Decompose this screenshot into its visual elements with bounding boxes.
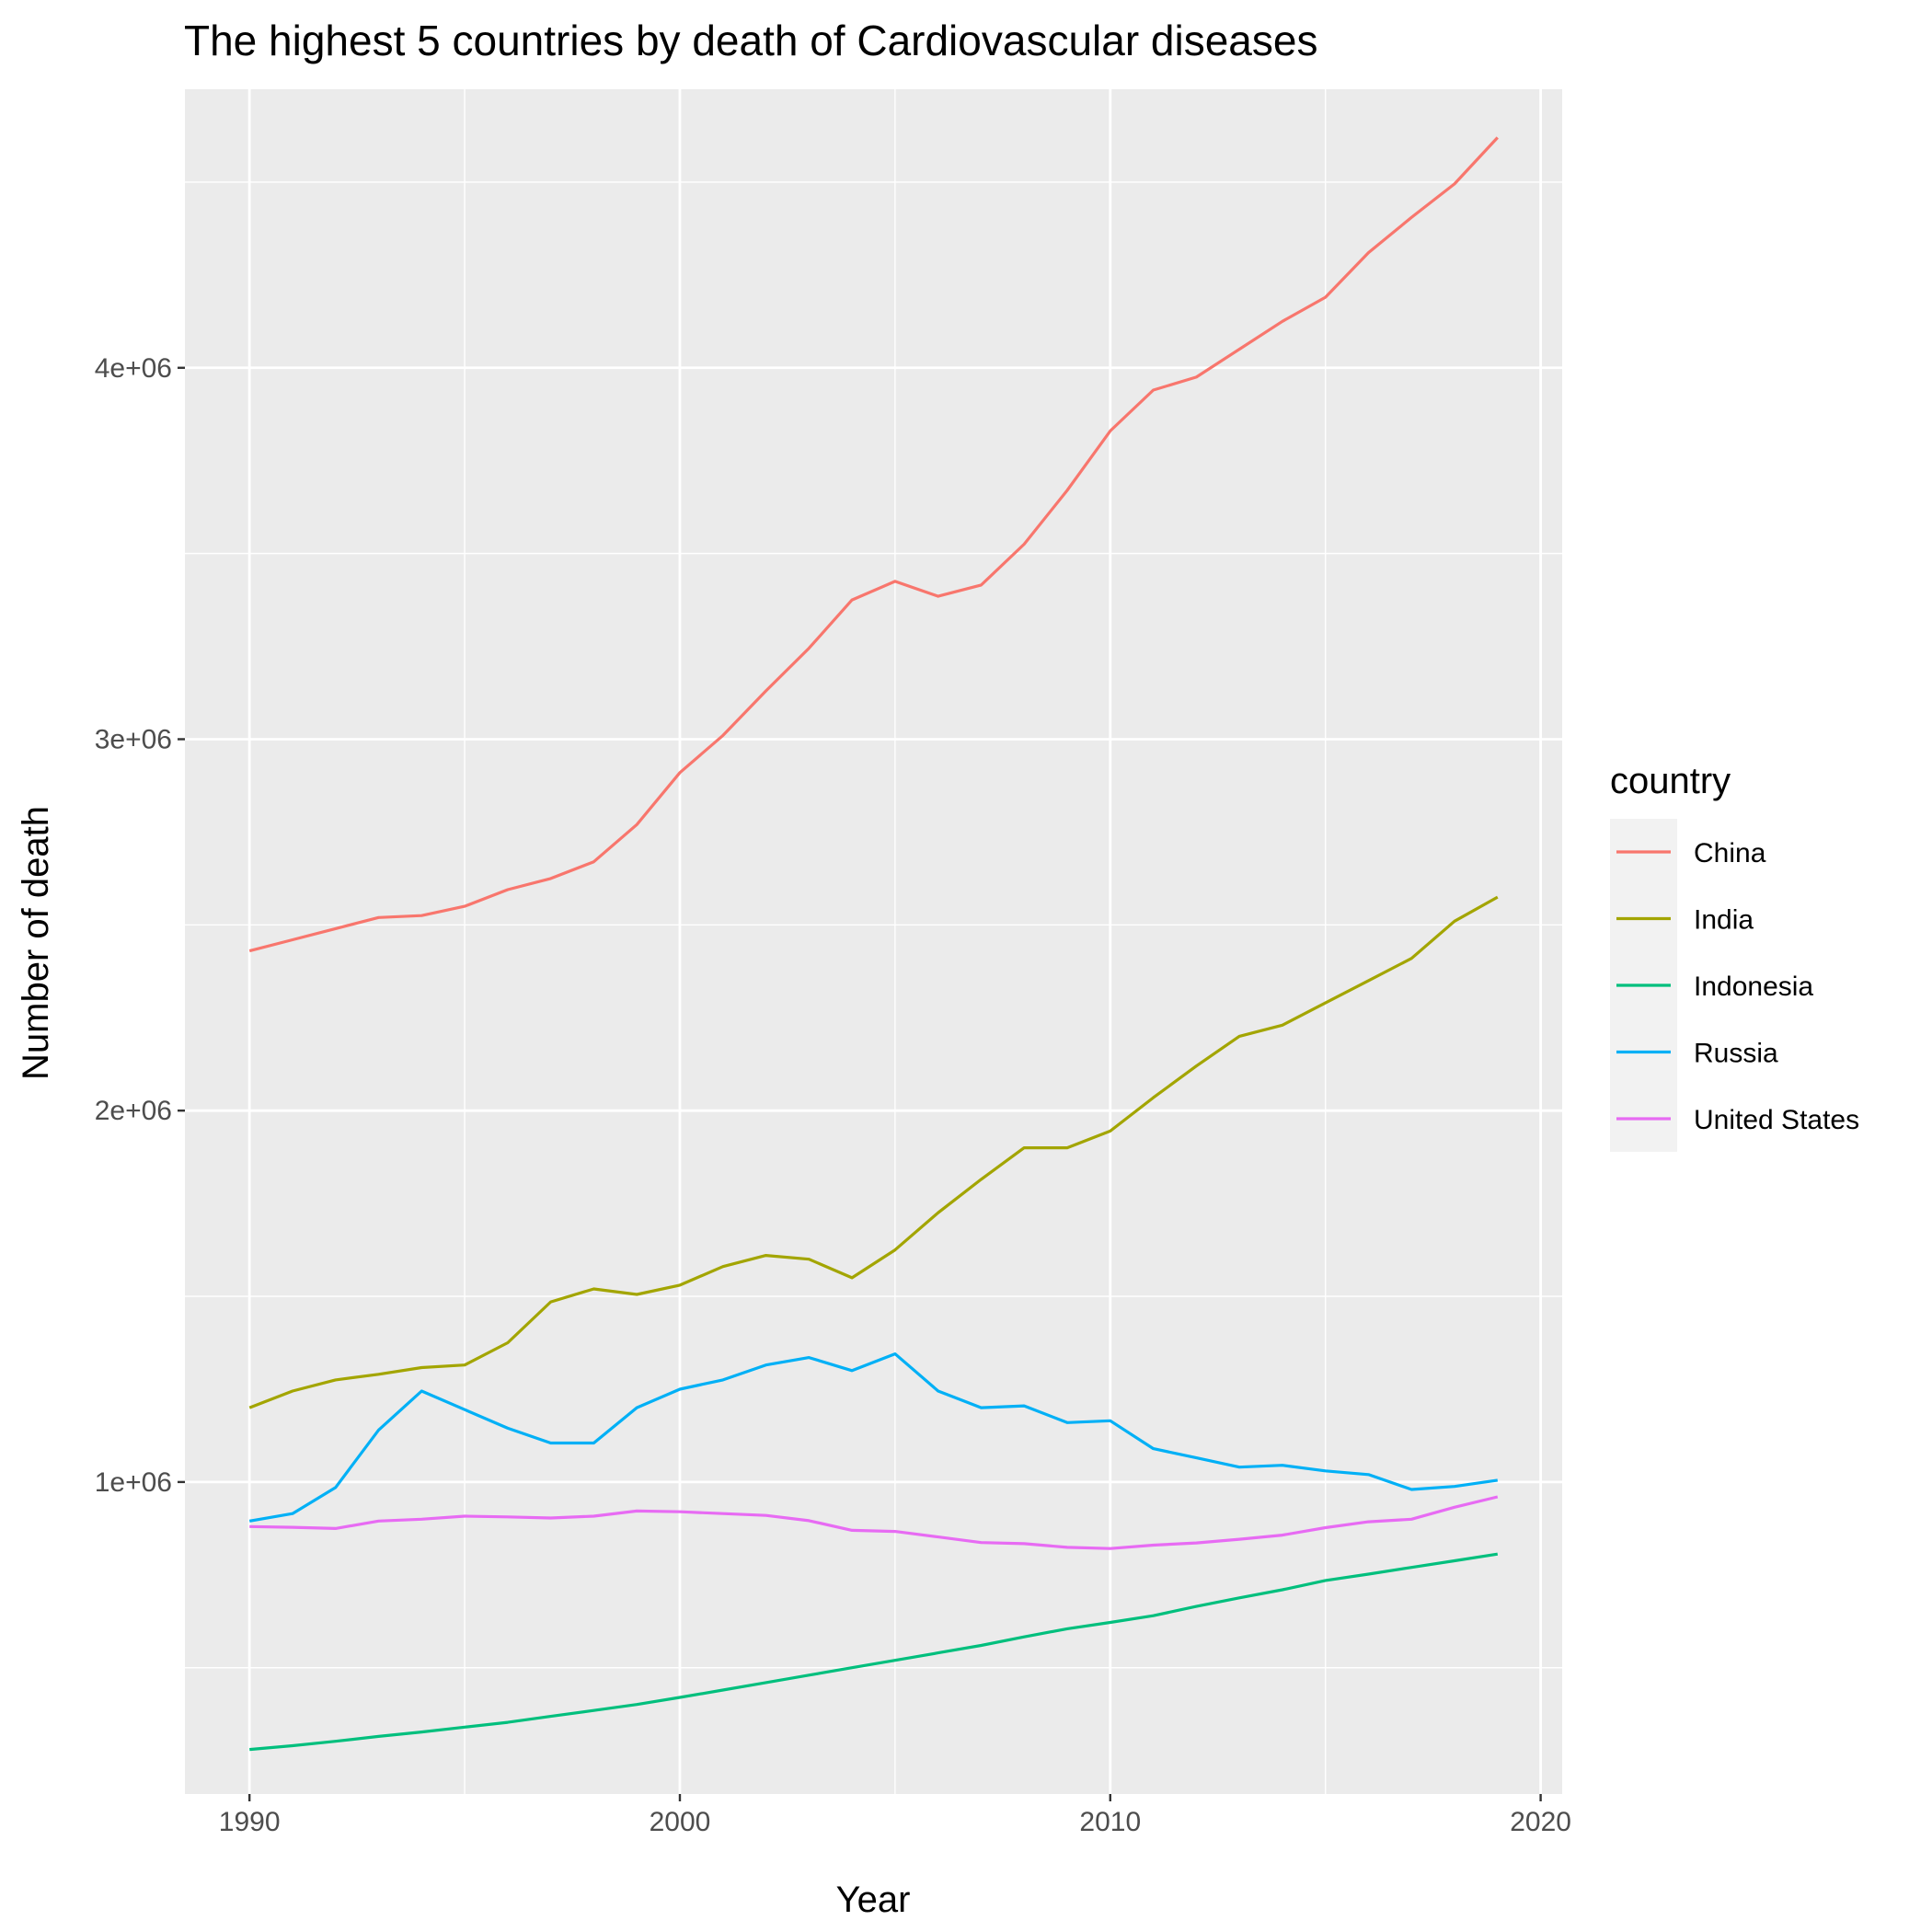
minor-gridlines [185, 89, 1562, 1794]
y-axis: 1e+06 2e+06 3e+06 4e+06 [95, 353, 185, 1498]
chart-title: The highest 5 countries by death of Card… [184, 17, 1317, 64]
series-line-indonesia [249, 1552, 1499, 1752]
x-axis-title: Year [836, 1880, 911, 1920]
series-lines [248, 136, 1499, 1752]
legend-label-indonesia: Indonesia [1694, 972, 1813, 1002]
x-axis: 1990 2000 2010 2020 [219, 1794, 1571, 1837]
x-tick-label: 2020 [1510, 1807, 1571, 1837]
y-tick-label: 4e+06 [95, 353, 172, 384]
legend: country China India Indonesia Russia United … [1610, 761, 1859, 1152]
y-tick-label: 2e+06 [95, 1096, 172, 1126]
x-tick-label: 2000 [650, 1807, 711, 1837]
series-line-india [248, 895, 1499, 1409]
series-line-united-states [249, 1495, 1499, 1550]
legend-label-india: India [1694, 905, 1754, 936]
series-line-china [248, 136, 1499, 953]
x-tick-label: 1990 [219, 1807, 281, 1837]
legend-items: China India Indonesia Russia United States [1616, 838, 1859, 1135]
series-line-russia [248, 1351, 1499, 1523]
x-tick-label: 2010 [1079, 1807, 1141, 1837]
legend-label-russia: Russia [1694, 1039, 1778, 1069]
legend-title: country [1610, 761, 1731, 801]
y-tick-label: 1e+06 [95, 1467, 172, 1498]
major-gridlines [185, 89, 1562, 1794]
y-axis-title: Number of death [16, 806, 56, 1080]
legend-label-united-states: United States [1694, 1105, 1859, 1135]
y-tick-label: 3e+06 [95, 724, 172, 754]
legend-label-china: China [1694, 838, 1766, 868]
plot-panel [185, 89, 1562, 1794]
